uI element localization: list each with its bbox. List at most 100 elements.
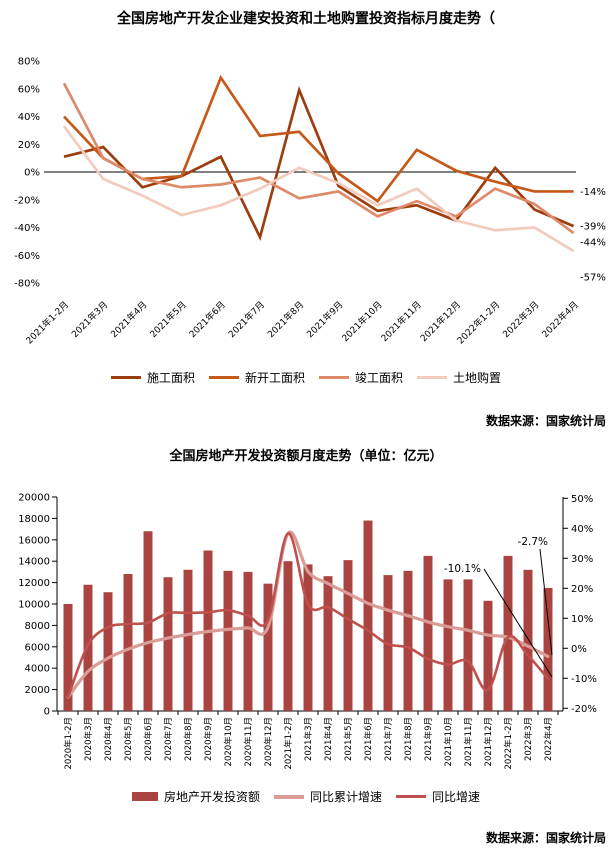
c2-bar: [243, 571, 253, 711]
c2-bar: [423, 555, 433, 711]
c2-annotation-leader: [539, 548, 553, 656]
c2-left-tick-label: 4000: [25, 664, 50, 675]
c2-x-tick-label: 2021年7月: [383, 717, 394, 761]
c2-bar: [483, 600, 493, 711]
c2-right-tick-label: 0%: [571, 644, 587, 655]
c1-x-tick-label: 2022年3月: [500, 299, 541, 340]
c1-x-tick-label: 2021年11月: [378, 299, 424, 345]
c1-y-tick-label: 40%: [18, 112, 40, 123]
c1-y-tick-label: -20%: [14, 195, 40, 206]
c2-x-tick-label: 2020年11月: [243, 717, 254, 766]
legend-item-completed-area: 竣工面积: [319, 369, 403, 386]
legend-label: 新开工面积: [244, 371, 305, 385]
c1-y-tick-label: -80%: [14, 279, 40, 290]
c2-bar: [263, 583, 273, 711]
c2-x-tick-label: 2021年8月: [403, 717, 414, 761]
c2-x-tick-label: 2021年11月: [463, 717, 474, 766]
c2-annotation-cumulative-yoy: -2.7%: [518, 536, 548, 548]
c2-rate-line-1: [66, 532, 550, 699]
c2-x-tick-label: 2022年4月: [543, 717, 554, 761]
c1-series-line-3: [62, 125, 575, 253]
line-swatch: [319, 376, 349, 379]
chart1-legend: 施工面积 新开工面积 竣工面积 土地购置: [0, 369, 612, 386]
legend-label: 同比增速: [432, 790, 481, 804]
c1-end-label: -44%: [580, 238, 606, 249]
c2-x-tick-label: 2021年6月: [363, 717, 374, 761]
c1-series-line-2: [62, 82, 575, 235]
c1-x-tick-label: 2021年4月: [108, 299, 149, 340]
chart1-plot: 80%60%40%20%0%-20%-40%-60%-80%2021年1-2月 2…: [14, 57, 606, 347]
c2-x-tick-label: 2020年5月: [123, 717, 134, 761]
c1-x-tick-label: 2021年9月: [304, 299, 345, 340]
c2-bar: [523, 569, 533, 711]
c2-left-tick-label: 6000: [25, 642, 50, 653]
c1-x-tick-label: 2021年8月: [265, 299, 306, 340]
c1-x-tick-label: 2021年6月: [186, 299, 227, 340]
c2-bar: [283, 561, 293, 711]
c2-bar: [103, 592, 113, 711]
legend-label: 土地购置: [453, 371, 502, 385]
c2-bar: [503, 555, 513, 711]
c2-right-tick-label: -20%: [571, 704, 597, 715]
c2-left-tick-label: 0: [44, 707, 50, 718]
c2-annotation-leader: [483, 568, 553, 678]
c1-x-tick-label: 2021年10月: [339, 299, 385, 345]
line-swatch: [396, 795, 426, 798]
c2-x-tick-label: 2020年3月: [83, 717, 94, 761]
c2-left-tick-label: 10000: [18, 600, 50, 611]
c2-x-tick-label: 2020年12月: [263, 717, 274, 766]
c2-x-tick-label: 2020年6月: [143, 717, 154, 761]
c2-bar: [143, 531, 153, 711]
c2-bar: [223, 570, 233, 711]
legend-label: 竣工面积: [355, 371, 404, 385]
c2-right-tick-label: 20%: [571, 584, 593, 595]
c1-end-label: -39%: [580, 222, 606, 233]
c2-x-tick-label: 2022年1-2月: [503, 717, 514, 770]
c1-x-tick-label: 2021年7月: [226, 299, 267, 340]
c1-y-tick-label: -40%: [14, 223, 40, 234]
c2-bar: [303, 564, 313, 711]
c1-end-label: -14%: [580, 187, 606, 198]
legend-label: 同比累计增速: [309, 790, 382, 804]
c2-left-tick-label: 12000: [18, 578, 50, 589]
c2-x-tick-label: 2021年12月: [483, 717, 494, 766]
c1-y-tick-label: 20%: [18, 140, 40, 151]
c1-y-tick-label: -60%: [14, 251, 40, 262]
c1-series-line-1: [63, 74, 574, 203]
c1-x-tick-label: 2021年12月: [418, 299, 464, 345]
c2-bar: [403, 570, 413, 711]
c2-bar: [163, 577, 173, 711]
c2-bar: [63, 604, 73, 711]
c2-rate-line-0: [66, 530, 550, 699]
c2-x-tick-label: 2020年9月: [203, 717, 214, 761]
line-swatch: [110, 376, 141, 379]
c2-right-tick-label: 40%: [571, 524, 593, 535]
c2-left-tick-label: 14000: [18, 557, 50, 568]
chart2-plot: 0 2000 4000 6000 8000 10000 12000 14000 16000 180…: [18, 493, 597, 770]
bar-swatch: [131, 792, 158, 801]
c1-x-tick-label: 2021年3月: [69, 299, 110, 340]
c2-x-tick-label: 2020年10月: [223, 717, 234, 766]
c2-bar: [463, 579, 473, 711]
c1-x-tick-label: 2021年1-2月: [23, 299, 71, 347]
c2-left-tick-label: 8000: [25, 621, 50, 632]
c1-series-line-0: [63, 85, 575, 242]
c2-left-tick-label: 2000: [25, 685, 50, 696]
c1-y-tick-label: 0%: [24, 168, 40, 179]
c2-left-tick-label: 20000: [18, 493, 50, 504]
c2-x-tick-label: 2021年9月: [423, 717, 434, 761]
c2-x-tick-label: 2020年4月: [103, 717, 114, 761]
c2-right-tick-label: 10%: [571, 614, 593, 625]
legend-item-construction-area: 施工面积: [110, 369, 195, 386]
c2-bar: [343, 560, 353, 711]
chart2-legend: 房地产开发投资额 同比累计增速 同比增速: [0, 788, 612, 805]
c2-bar: [363, 520, 373, 711]
c2-bar: [443, 579, 453, 711]
c2-bar: [83, 584, 93, 711]
c2-x-tick-label: 2022年3月: [523, 717, 534, 761]
line-swatch: [208, 376, 239, 379]
c2-x-tick-label: 2020年1-2月: [63, 717, 74, 770]
c2-right-tick-label: 30%: [571, 554, 593, 565]
c2-x-tick-label: 2021年4月: [323, 717, 334, 761]
legend-item-new-starts-area: 新开工面积: [208, 369, 305, 386]
